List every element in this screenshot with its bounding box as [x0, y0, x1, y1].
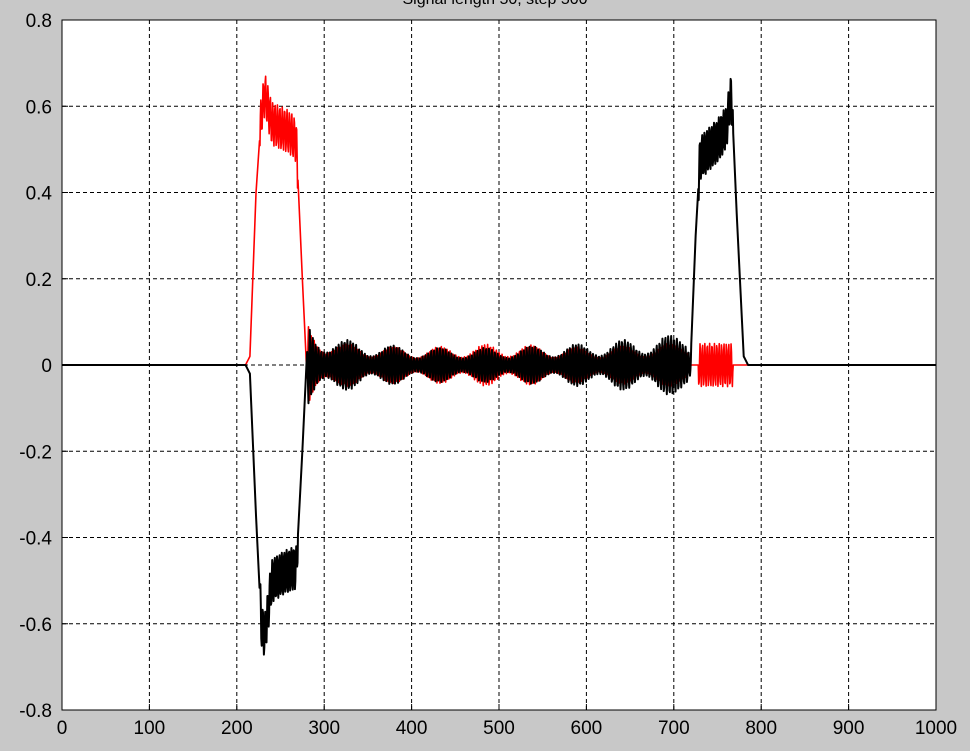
- y-tick-label: 0.4: [26, 184, 53, 205]
- series-layer: [61, 75, 937, 656]
- series-line: [61, 77, 937, 656]
- x-tick-label: 200: [221, 718, 253, 739]
- y-tick-label: -0.8: [19, 701, 52, 722]
- x-tick-label: 1000: [915, 718, 957, 739]
- y-tick-label: 0.6: [26, 97, 52, 118]
- y-tick-label: -0.6: [19, 615, 52, 636]
- x-axis: 0 100 200 300 400 500 600 700 800 900 1000: [57, 704, 957, 739]
- x-tick-label: 300: [308, 718, 340, 739]
- y-tick-label: -0.2: [19, 442, 52, 463]
- x-tick-label: 400: [396, 718, 428, 739]
- x-tick-label: 0: [57, 718, 68, 739]
- y-tick-label: -0.4: [19, 529, 52, 550]
- x-tick-label: 100: [134, 718, 166, 739]
- chart-title: Signal length 50, step 500: [402, 0, 587, 8]
- y-tick-label: 0: [41, 356, 52, 377]
- x-tick-label: 700: [658, 718, 690, 739]
- y-tick-label: 0.8: [26, 11, 52, 32]
- x-tick-label: 800: [745, 718, 777, 739]
- x-tick-label: 500: [483, 718, 515, 739]
- y-axis: -0.8 -0.6 -0.4 -0.2 0 0.2 0.4 0.6 0.8: [19, 11, 68, 722]
- x-tick-label: 600: [571, 718, 603, 739]
- y-tick-label: 0.2: [26, 270, 52, 291]
- x-tick-label: 900: [833, 718, 865, 739]
